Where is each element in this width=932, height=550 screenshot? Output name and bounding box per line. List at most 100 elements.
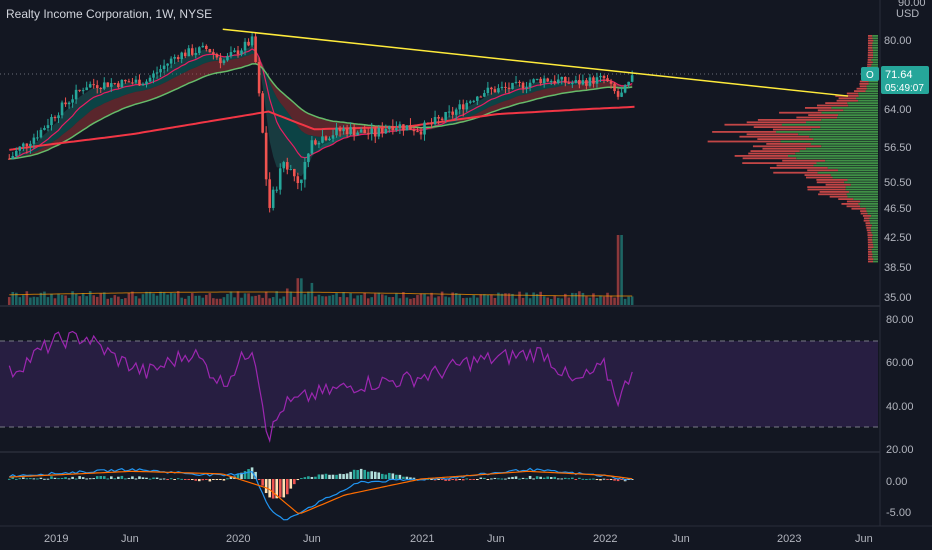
macd-histogram-bar bbox=[205, 479, 208, 480]
candle-body bbox=[563, 76, 567, 83]
macd-histogram-bar bbox=[447, 479, 451, 481]
volume-profile-buy bbox=[847, 102, 878, 104]
macd-histogram-bar bbox=[620, 479, 623, 480]
candle-body bbox=[120, 79, 124, 88]
volume-bar bbox=[440, 291, 444, 305]
volume-profile-sell bbox=[867, 63, 872, 66]
price-axis[interactable]: 90.00 USD 80.00 64.00 56.50 50.50 46.50 … bbox=[884, 0, 926, 304]
macd-histogram-bar bbox=[71, 476, 74, 479]
volume-profile-sell bbox=[867, 231, 872, 234]
macd-histogram-bar bbox=[152, 477, 155, 479]
volume-profile-sell bbox=[772, 128, 812, 131]
macd-histogram-bar bbox=[120, 475, 124, 479]
volume-profile-sell bbox=[867, 243, 874, 246]
volume-bar bbox=[630, 296, 634, 305]
candle-body bbox=[535, 78, 539, 80]
price-axis-top-label: 90.00 bbox=[898, 0, 926, 9]
macd-histogram-bar bbox=[479, 477, 483, 479]
candle-body bbox=[630, 75, 634, 82]
macd-histogram-bar bbox=[363, 469, 366, 479]
macd-histogram-bar bbox=[525, 478, 528, 480]
macd-histogram-bar bbox=[535, 476, 539, 479]
candle-body bbox=[613, 83, 616, 92]
volume-profile-sell bbox=[867, 239, 873, 241]
candle-body bbox=[285, 162, 289, 170]
candle-body bbox=[53, 117, 57, 119]
macd-histogram-bar bbox=[243, 471, 247, 479]
volume-bar bbox=[539, 291, 542, 305]
macd-histogram-bar bbox=[613, 479, 616, 481]
volume-profile-sell bbox=[816, 181, 845, 184]
volume-bar bbox=[293, 296, 296, 305]
volume-bar bbox=[567, 297, 571, 305]
volume-profile-buy bbox=[850, 183, 878, 186]
volume-bar bbox=[25, 291, 29, 305]
price-candles[interactable] bbox=[7, 32, 634, 213]
volume-bar bbox=[53, 298, 57, 305]
macd-histogram-bar bbox=[215, 479, 219, 480]
volume-bar bbox=[303, 294, 307, 305]
rsi-axis[interactable]: 80.00 60.00 40.00 20.00 bbox=[886, 314, 914, 456]
candle-body bbox=[507, 87, 511, 89]
macd-histogram-bar bbox=[247, 469, 250, 479]
volume-profile-buy bbox=[868, 80, 878, 83]
macd-tick: -5.00 bbox=[886, 507, 911, 519]
candle-body bbox=[483, 93, 486, 97]
volume-bar bbox=[201, 297, 205, 305]
volume-profile-sell bbox=[854, 90, 866, 92]
volume-profile-sell bbox=[867, 248, 872, 251]
candle-body bbox=[454, 109, 458, 115]
macd-histogram-bar bbox=[352, 469, 356, 479]
moving-average-long-line bbox=[9, 105, 635, 151]
volume-bar bbox=[39, 292, 43, 305]
volume-bar bbox=[307, 291, 310, 305]
price-tick: 64.00 bbox=[884, 104, 912, 116]
candle-body bbox=[78, 89, 81, 91]
volume-profile-sell bbox=[739, 135, 810, 138]
volume-profile-buy bbox=[873, 243, 878, 246]
volume-bar bbox=[113, 295, 117, 305]
resistance-trendline[interactable] bbox=[222, 28, 849, 97]
macd-histogram-bar bbox=[99, 475, 103, 479]
macd-histogram-bar bbox=[113, 478, 117, 480]
price-axis-unit: USD bbox=[896, 8, 919, 20]
macd-histogram-bar bbox=[578, 477, 581, 479]
time-axis[interactable]: 2019 Jun 2020 Jun 2021 Jun 2022 Jun 2023… bbox=[44, 533, 873, 545]
macd-axis[interactable]: 0.00 -5.00 bbox=[886, 476, 911, 519]
candle-body bbox=[271, 189, 275, 208]
macd-histogram-bar bbox=[507, 477, 511, 479]
volume-profile-sell bbox=[867, 255, 873, 258]
candle-body bbox=[627, 81, 630, 86]
volume-profile-buy bbox=[865, 207, 878, 210]
volume-profile-sell bbox=[865, 222, 871, 224]
volume-bar bbox=[585, 296, 588, 305]
volume-profile-buy bbox=[781, 123, 878, 126]
candle-body bbox=[324, 136, 328, 141]
volume-bar bbox=[521, 297, 525, 305]
volume-bar bbox=[504, 293, 507, 305]
macd-histogram-bar bbox=[166, 479, 169, 480]
macd-histogram-bar bbox=[14, 478, 18, 480]
volume-bar bbox=[7, 297, 11, 305]
macd-histogram-bar bbox=[511, 476, 514, 479]
volume-profile-buy bbox=[844, 181, 878, 184]
last-price-label[interactable]: O 71.64 05:49:07 bbox=[861, 66, 929, 94]
volume-bar bbox=[226, 293, 229, 305]
volume-profile-buy bbox=[799, 150, 878, 152]
candle-body bbox=[300, 179, 303, 184]
candle-body bbox=[349, 127, 352, 135]
volume-profile-buy bbox=[848, 104, 878, 107]
rsi-tick: 60.00 bbox=[886, 357, 914, 369]
volume-profile-buy bbox=[873, 258, 878, 260]
volume-bar bbox=[546, 297, 549, 305]
candle-body bbox=[173, 57, 176, 59]
volume-bar bbox=[18, 297, 22, 305]
macd-histogram-bar bbox=[549, 477, 553, 479]
macd-histogram-bar bbox=[546, 476, 549, 479]
volume-bar bbox=[433, 297, 437, 305]
volume-profile-buy bbox=[871, 248, 878, 251]
volume-profile bbox=[707, 35, 878, 263]
candle-body bbox=[43, 127, 46, 130]
macd-histogram-bar bbox=[335, 474, 338, 479]
